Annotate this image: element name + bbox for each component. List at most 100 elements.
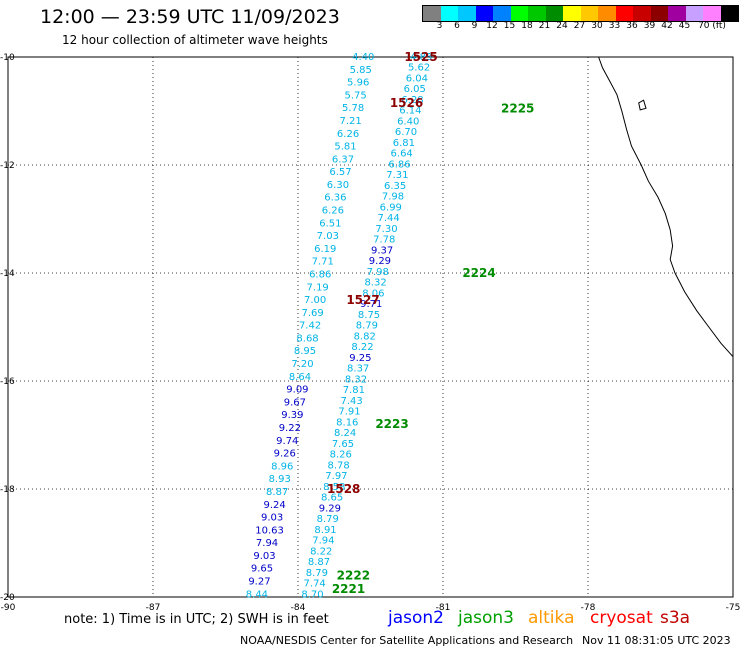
legend-swatch: [458, 6, 476, 21]
wave-height-value: 8.87: [308, 557, 330, 568]
wave-height-value: 7.21: [339, 116, 361, 127]
wave-height-value: 7.98: [382, 192, 404, 203]
wave-height-value: 9.09: [286, 385, 308, 396]
legend-label: 70 (ft): [698, 21, 726, 31]
lon-tick-label: -81: [436, 603, 451, 613]
wave-height-value: 6.28: [401, 95, 423, 106]
lat-tick-label: -20: [0, 593, 15, 603]
pass-number-label: 2221: [332, 582, 365, 596]
island-outline: [638, 99, 647, 111]
coastline: [598, 56, 734, 358]
wave-height-value: 7.03: [317, 231, 339, 242]
timestamp-text: Nov 11 08:31:05 UTC 2023: [582, 634, 731, 647]
wave-height-value: 8.26: [330, 450, 352, 461]
legend-swatch: [545, 6, 563, 21]
wave-height-value: 9.22: [279, 423, 301, 434]
legend-label: 3: [436, 21, 443, 31]
wave-height-value: 4.40: [352, 52, 374, 63]
legend-label: 33: [608, 21, 621, 31]
legend-label: 36: [626, 21, 638, 31]
lat-tick-label: -14: [0, 269, 15, 279]
wave-height-value: 7.20: [291, 359, 313, 370]
wave-height-value: 5.81: [334, 142, 356, 153]
legend-swatch: [615, 6, 633, 21]
satellite-legend-item: s3a: [660, 608, 691, 628]
lat-tick-label: -12: [0, 161, 15, 171]
wave-height-value: 6.35: [384, 181, 406, 192]
wave-height-value: 5.62: [408, 63, 430, 74]
wave-height-value: 6.40: [397, 116, 419, 127]
wave-height-value: 7.94: [256, 538, 278, 549]
wave-height-value: 9.27: [248, 577, 270, 588]
wave-height-value: 9.24: [264, 500, 286, 511]
satellite-legend-item: altika: [528, 608, 575, 628]
wave-height-value: 7.19: [307, 282, 329, 293]
wave-height-value: 8.91: [314, 525, 336, 536]
legend-label: 12: [486, 21, 498, 31]
wave-height-value: 8.95: [294, 346, 316, 357]
wave-height-value: 5.78: [342, 103, 364, 114]
wave-height-value: 9.67: [284, 397, 306, 408]
wave-height-value: 9.39: [281, 410, 303, 421]
wave-height-value: 6.19: [314, 244, 336, 255]
pass-number-label: 1525: [404, 50, 437, 64]
wave-height-value: 9.29: [369, 256, 391, 267]
wave-height-value: 6.05: [404, 84, 426, 95]
wave-height-value: 6.64: [391, 149, 413, 160]
map-title: 12:00 — 23:59 UTC 11/09/2023: [40, 6, 340, 28]
legend-swatch: [703, 6, 721, 21]
wave-height-value: 9.03: [253, 551, 275, 562]
wave-height-value: 8.79: [356, 321, 378, 332]
wave-height-value: 7.91: [338, 407, 360, 418]
wave-height-value: 8.32: [364, 278, 386, 289]
wave-height-value: 8.70: [301, 589, 323, 600]
wave-height-value: 7.78: [373, 235, 395, 246]
wave-height-value: 7.65: [332, 439, 354, 450]
wave-height-value: 6.86: [309, 269, 331, 280]
wave-height-value: 7.42: [299, 321, 321, 332]
wave-height-value: 8.87: [266, 487, 288, 498]
wave-height-value: 8.68: [296, 333, 318, 344]
wave-height-value: 7.30: [375, 224, 397, 235]
lat-tick-label: -10: [0, 53, 15, 63]
wave-height-value: 5.75: [345, 90, 367, 101]
wave-height-value: 7.31: [386, 170, 408, 181]
wave-height-value: 7.43: [341, 396, 363, 407]
wave-height-value: 8.22: [310, 546, 332, 557]
wave-height-value: 9.25: [349, 353, 371, 364]
lon-tick-label: -78: [581, 603, 596, 613]
wave-height-value: 8.06: [362, 288, 384, 299]
wave-height-value: 7.44: [377, 213, 399, 224]
legend-label: 9: [471, 21, 478, 31]
wave-height-value: 8.58: [323, 482, 345, 493]
wave-height-value: 8.79: [317, 514, 339, 525]
pass-number-label: 1526: [390, 96, 423, 110]
legend-swatch: [510, 6, 528, 21]
legend-label: 6: [454, 21, 460, 31]
map-frame: [7, 56, 734, 598]
wave-height-value: 7.71: [312, 257, 334, 268]
wave-height-value: 8.22: [351, 342, 373, 353]
wave-height-value: 8.44: [246, 589, 268, 600]
legend-label: 18: [521, 21, 533, 31]
wave-height-value: 7.00: [304, 295, 326, 306]
wave-height-value: 7.97: [325, 471, 347, 482]
legend-label: 27: [573, 21, 586, 31]
legend-label: 24: [556, 21, 568, 31]
wave-height-value: 7.94: [312, 536, 334, 547]
wave-height-value: 8.96: [271, 461, 293, 472]
wave-height-value: 7.69: [301, 308, 323, 319]
legend-swatch: [475, 6, 493, 21]
legend-swatch: [580, 6, 598, 21]
wave-height-value: 8.65: [321, 493, 343, 504]
wave-height-value: 9.37: [371, 245, 393, 256]
map-subtitle: 12 hour collection of altimeter wave hei…: [62, 33, 328, 47]
color-scale-legend: [422, 5, 739, 22]
wave-height-value: 8.79: [306, 568, 328, 579]
pass-number-label: 1527: [346, 293, 379, 307]
wave-height-value: 8.16: [336, 417, 358, 428]
wave-height-value: 8.64: [289, 372, 311, 383]
wave-height-value: 6.26: [337, 129, 359, 140]
legend-swatch: [423, 6, 441, 21]
legend-swatch: [685, 6, 703, 21]
